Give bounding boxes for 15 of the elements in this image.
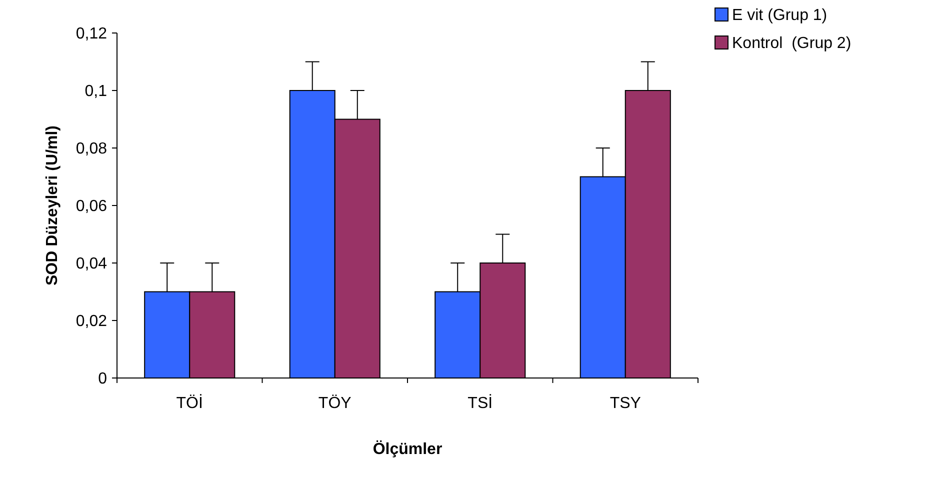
y-tick-label: 0,06 (76, 198, 108, 216)
y-tick-label: 0 (98, 370, 108, 388)
x-tick-label: TÖY (318, 394, 352, 412)
y-tick-label: 0,08 (76, 140, 108, 158)
y-tick-label: 0,04 (76, 256, 108, 273)
legend-label: Kontrol (Grup 2) (732, 35, 852, 52)
y-tick-label: 0,02 (76, 313, 108, 330)
x-axis-title: Ölçümler (372, 440, 442, 458)
x-tick-label: TÖİ (176, 394, 203, 412)
x-tick-label: TSİ (468, 394, 493, 412)
legend-label: E vit (Grup 1) (732, 7, 828, 24)
x-tick-label: TSY (610, 395, 642, 412)
y-tick-label: 0,1 (84, 83, 108, 100)
y-axis-title: SOD Düzeyleri (U/ml) (44, 125, 61, 286)
y-tick-label: 0,12 (76, 26, 108, 43)
